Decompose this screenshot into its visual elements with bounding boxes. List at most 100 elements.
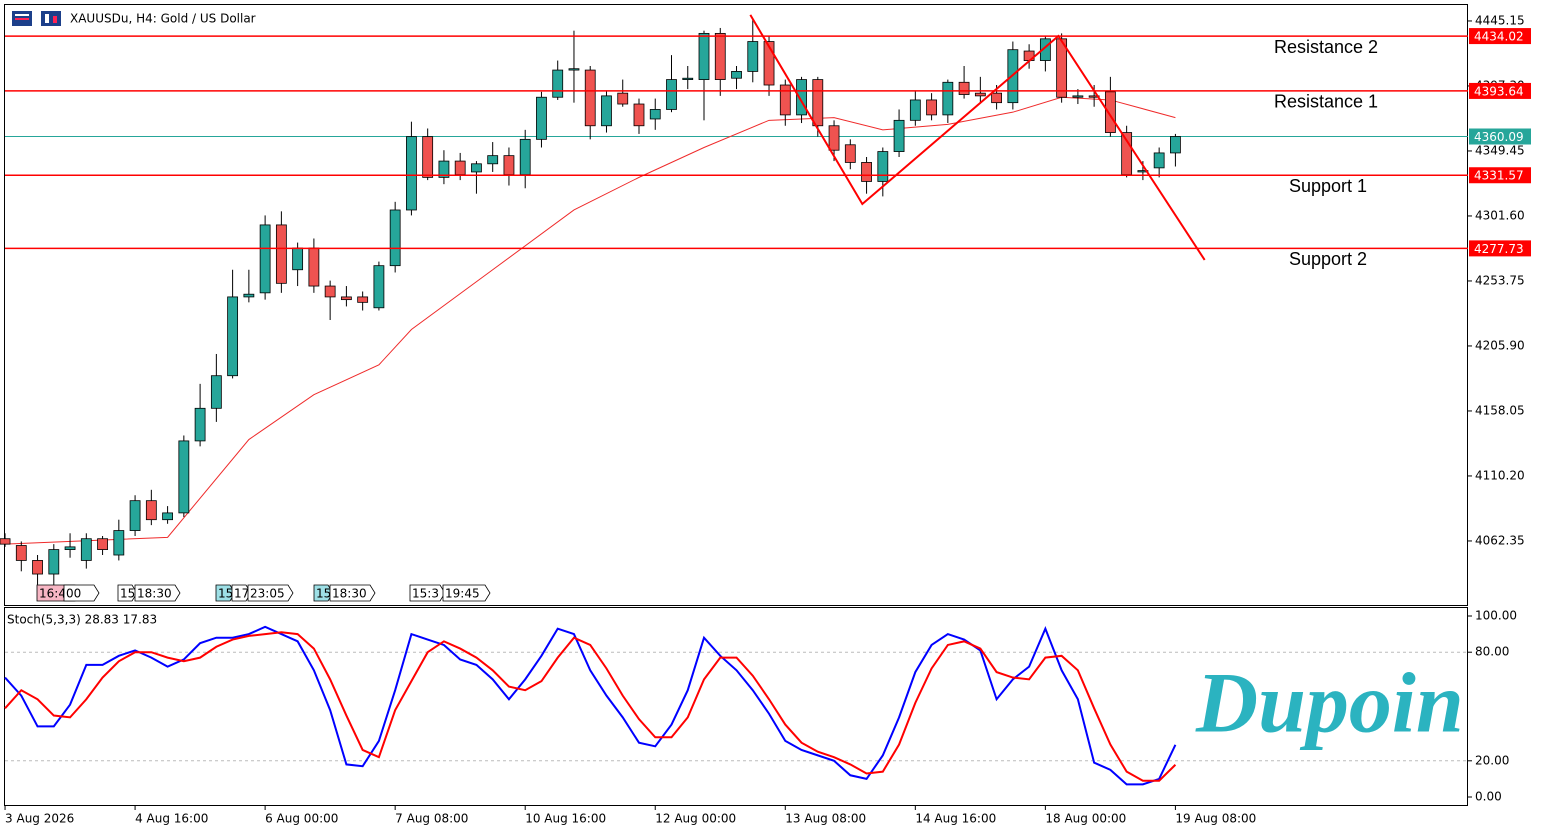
- y-tick-label: 4349.45: [1475, 143, 1525, 157]
- price-label-box: [1469, 240, 1531, 257]
- x-tick-label: 3 Aug 2026: [5, 812, 74, 826]
- candle-body: [129, 500, 141, 531]
- candle-body: [1153, 152, 1165, 169]
- price-label-box: [1469, 128, 1531, 145]
- price-label-box: [1469, 167, 1531, 184]
- chart-header: XAUUSDu, H4: Gold / US Dollar: [70, 12, 256, 26]
- level-name: Resistance 1: [1274, 92, 1378, 112]
- main-frame: [4, 4, 1468, 606]
- event-tag: [409, 584, 446, 602]
- candle-body: [340, 296, 352, 301]
- watermark: Dupoin: [1195, 655, 1464, 751]
- price-label: 4277.73: [1474, 242, 1524, 256]
- x-tick-label: 6 Aug 00:00: [265, 812, 338, 826]
- candle-body: [357, 296, 369, 303]
- candle-body: [747, 41, 759, 72]
- price-label-box: [1469, 82, 1531, 99]
- y-tick-label: 4253.75: [1475, 273, 1525, 287]
- candle-body: [243, 293, 255, 298]
- y-tick-label: 0.00: [1475, 789, 1502, 803]
- candle-body: [844, 144, 856, 163]
- candle-body: [991, 92, 1003, 104]
- candle-body: [714, 32, 726, 80]
- candle-body: [178, 440, 190, 514]
- stoch-line: [4, 631, 1177, 782]
- event-tag: [63, 584, 100, 602]
- icon: [41, 11, 61, 26]
- candle-body: [162, 512, 173, 521]
- y-tick-label: 4301.60: [1475, 208, 1525, 222]
- candle-body: [763, 41, 775, 86]
- candle-body: [633, 103, 645, 127]
- candle-body: [893, 119, 905, 152]
- moving-average: [5, 96, 1176, 545]
- candle-body: [796, 79, 807, 116]
- stoch-frame: [4, 607, 1468, 806]
- event-label: 15: [120, 587, 135, 601]
- candle-body: [308, 247, 320, 287]
- stoch-line: [4, 625, 1177, 786]
- price-label-box: [1469, 28, 1531, 45]
- candle-body: [275, 224, 287, 284]
- candle-body: [113, 530, 125, 556]
- icon: [53, 16, 57, 23]
- candle-body: [324, 285, 336, 298]
- candle-body: [584, 69, 596, 127]
- candle-body: [438, 160, 450, 178]
- candle-body: [97, 538, 108, 550]
- candle-body: [731, 71, 742, 79]
- candle-body: [194, 407, 206, 442]
- candle-body: [958, 81, 970, 95]
- candle-body: [210, 375, 222, 409]
- x-tick-label: 4 Aug 16:00: [135, 812, 208, 826]
- x-tick-label: 14 Aug 16:00: [915, 812, 996, 826]
- candle-body: [942, 81, 954, 116]
- candle-body: [145, 500, 157, 521]
- candle-body: [519, 138, 531, 176]
- icon: [15, 14, 29, 16]
- price-label: 4393.64: [1474, 84, 1524, 98]
- y-tick-label: 100.00: [1475, 609, 1517, 623]
- candle-body: [48, 549, 60, 575]
- event-label: 23:05: [250, 587, 285, 601]
- candle-body: [568, 68, 580, 71]
- price-label: 4331.57: [1474, 169, 1524, 183]
- candle-body: [828, 125, 840, 151]
- event-tag: [134, 584, 181, 602]
- candle-body: [926, 99, 937, 116]
- event-label: 18:30: [137, 587, 172, 601]
- y-tick-label: 4158.05: [1475, 403, 1525, 417]
- candle-body: [552, 69, 564, 98]
- icon: [45, 14, 49, 23]
- event-label: 17: [234, 587, 249, 601]
- candle-body: [536, 96, 547, 140]
- event-label: 15:3: [412, 587, 439, 601]
- event-tag: [117, 584, 138, 602]
- candle-body: [1072, 95, 1084, 98]
- event-label: 15: [218, 587, 233, 601]
- candle-body: [617, 92, 629, 105]
- icon: [15, 18, 29, 20]
- candle-body: [487, 155, 499, 165]
- event-label: 19:45: [445, 587, 480, 601]
- candle-body: [454, 160, 466, 176]
- candle-body: [601, 95, 612, 127]
- x-tick-label: 12 Aug 00:00: [655, 812, 736, 826]
- candle-body: [666, 79, 677, 110]
- x-tick-label: 18 Aug 00:00: [1045, 812, 1126, 826]
- candle-body: [682, 77, 694, 80]
- candle-body: [909, 99, 921, 121]
- candle-body: [259, 224, 271, 294]
- candle-body: [389, 209, 401, 267]
- candle-body: [80, 538, 92, 561]
- y-tick-label: 80.00: [1475, 645, 1509, 659]
- candle-body: [1056, 38, 1068, 98]
- y-tick-label: 4110.20: [1475, 468, 1525, 482]
- candle-body: [861, 162, 872, 182]
- candle-body: [15, 545, 27, 561]
- candle-body: [698, 32, 710, 80]
- level-name: Resistance 2: [1274, 37, 1378, 57]
- candle-body: [471, 163, 482, 173]
- candle-body: [422, 136, 434, 178]
- event-tag: [329, 584, 376, 602]
